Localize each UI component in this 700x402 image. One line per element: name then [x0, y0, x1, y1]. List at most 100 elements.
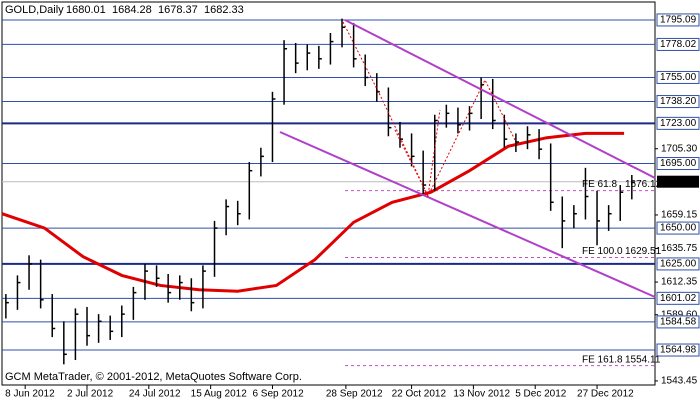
price-bar: [236, 200, 241, 226]
price-bar: [121, 305, 125, 338]
price-bar: [549, 143, 554, 211]
price-bar: [178, 275, 183, 300]
price-bar: [619, 185, 624, 221]
price-bar: [457, 107, 461, 134]
y-tick-label: 1635.75: [661, 243, 698, 254]
current-price-box: [657, 175, 699, 188]
level-label: 1650.00: [660, 223, 697, 234]
y-tick-label: 1659.15: [661, 210, 698, 221]
price-bar: [132, 286, 137, 320]
current-price-label: 1682.33: [660, 176, 697, 187]
price-bar: [260, 147, 264, 177]
level-label: 1601.02: [660, 293, 697, 304]
price-bar: [202, 265, 206, 309]
price-bar: [584, 167, 589, 220]
level-label: 1778.02: [660, 39, 697, 50]
price-bar: [607, 205, 612, 231]
y-tick-label: 1543.45: [661, 376, 698, 387]
price-bar: [28, 255, 33, 290]
price-bar: [341, 18, 346, 48]
fibo-label: FE 61.8: [582, 179, 617, 190]
price-bar: [97, 314, 102, 343]
price-bar: [271, 91, 276, 163]
price-bar: [39, 259, 44, 309]
close: 1682.33: [204, 4, 244, 16]
zigzag: [394, 109, 441, 198]
price-bar: [16, 275, 21, 310]
price-bar: [399, 121, 403, 148]
price-bar: [248, 162, 253, 220]
price-bar: [283, 40, 288, 105]
level-box: [656, 291, 700, 305]
price-bar: [468, 106, 473, 131]
fibo-label: FE 100.0: [582, 246, 623, 257]
x-tick-label: 8 Jun 2012: [5, 389, 55, 400]
x-tick-label: 24 Jul 2012: [129, 389, 181, 400]
open: 1680.01: [66, 4, 106, 16]
price-bar: [376, 73, 380, 102]
price-bar: [364, 54, 369, 87]
price-bar: [329, 32, 334, 65]
price-bar: [144, 263, 148, 300]
fibo-price: 1554.11: [625, 354, 661, 365]
y-tick-label: 1705.30: [661, 143, 698, 154]
x-tick-label: 28 Sep 2012: [326, 389, 383, 400]
level-box: [656, 95, 700, 109]
level-label: 1584.58: [660, 317, 697, 328]
y-tick-label: 1612.35: [661, 277, 698, 288]
level-label: 1795.09: [660, 15, 697, 26]
level-label: 1564.98: [660, 345, 697, 356]
x-tick-label: 22 Oct 2012: [392, 389, 447, 400]
fibo-price: 1629.51: [625, 246, 662, 257]
price-bar: [561, 196, 566, 249]
y-tick-label: 1589.60: [661, 309, 698, 320]
symbol: GOLD,Daily: [5, 4, 64, 16]
price-bar: [225, 199, 230, 236]
price-bar: [109, 315, 114, 340]
price-bar: [410, 133, 415, 167]
price-bar: [503, 114, 508, 148]
x-tick-label: 15 Aug 2012: [191, 389, 248, 400]
level-label: 1625.00: [660, 259, 697, 270]
price-bar: [445, 104, 450, 128]
price-bar: [352, 22, 357, 68]
high: 1684.28: [112, 4, 152, 16]
price-bar: [294, 43, 299, 74]
x-tick-label: 27 Dec 2012: [577, 389, 634, 400]
price-bar: [213, 220, 218, 277]
price-bar: [526, 126, 531, 150]
channel-upper: [344, 19, 656, 179]
price-bar: [491, 78, 496, 130]
level-label: 1723.00: [660, 118, 697, 129]
plot-frame: [1, 1, 656, 386]
x-tick-label: 5 Dec 2012: [515, 389, 567, 400]
price-bar: [422, 150, 427, 196]
fibo-label: FE 161.8: [582, 354, 623, 365]
footer: GCM MetaTrader, © 2001-2012, MetaQuotes …: [5, 371, 302, 383]
moving-average: [1, 131, 625, 293]
price-bar: [5, 294, 9, 319]
price-bar: [573, 205, 577, 229]
price-bar: [51, 294, 56, 338]
price-bar: [74, 308, 79, 361]
level-box: [656, 70, 700, 84]
level-box: [656, 315, 700, 329]
price-bar: [318, 45, 322, 69]
price-bar: [190, 278, 195, 312]
x-tick-label: 6 Sep 2012: [252, 389, 304, 400]
level-box: [656, 37, 700, 51]
price-bar: [86, 306, 91, 346]
level-label: 1738.20: [660, 96, 697, 107]
channel-lower: [279, 131, 656, 298]
level-box: [656, 343, 700, 357]
level-box: [656, 257, 700, 271]
level-box: [656, 116, 700, 130]
price-bar: [596, 190, 601, 246]
level-box: [656, 221, 700, 235]
price-bar: [631, 174, 635, 200]
price-bar: [306, 44, 311, 71]
x-tick-label: 2 Jul 2012: [67, 389, 114, 400]
level-box: [656, 157, 700, 171]
fibo-price: 1676.12: [625, 179, 662, 190]
